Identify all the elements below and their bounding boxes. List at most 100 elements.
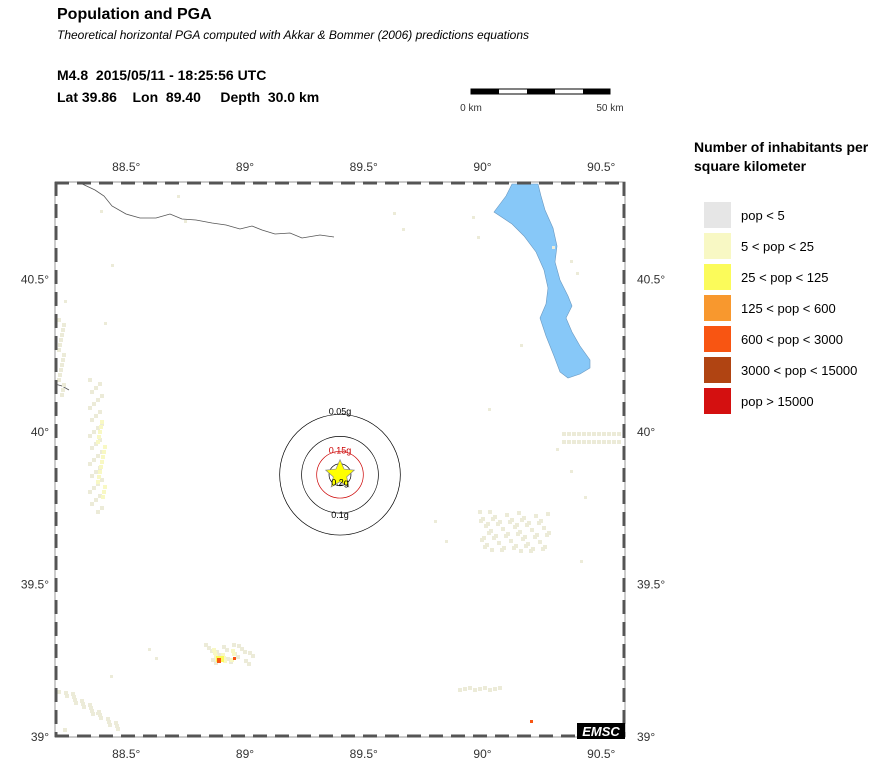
population-cell — [488, 688, 492, 692]
population-cell — [233, 657, 236, 660]
population-cell — [98, 382, 102, 386]
population-cell — [612, 432, 616, 436]
population-cell — [88, 378, 92, 382]
population-cell — [243, 650, 247, 654]
population-cell — [505, 513, 509, 517]
population-cell — [602, 432, 606, 436]
population-cell — [92, 458, 96, 462]
map-axes: 88.5° 88.5° 89° 89° 89.5° 89.5° 90° 90° 90.5° 90.… — [21, 160, 666, 761]
population-cell — [80, 699, 84, 703]
population-cell — [97, 435, 101, 439]
population-cell — [402, 228, 405, 231]
population-cell — [96, 454, 100, 458]
population-cell — [500, 548, 504, 552]
population-cell — [214, 661, 218, 665]
population-cell — [88, 462, 92, 466]
population-cell — [538, 540, 542, 544]
population-cell — [90, 474, 94, 478]
population-cell — [517, 511, 521, 515]
lat-tick-label-left-3: 40.5° — [21, 273, 49, 287]
population-cell — [57, 318, 61, 322]
population-cell — [577, 440, 581, 444]
population-cell — [546, 512, 550, 516]
population-cell — [94, 498, 98, 502]
map-subtitle: Theoretical horizontal PGA computed with… — [57, 28, 530, 42]
population-cell — [562, 432, 566, 436]
population-cell — [114, 721, 118, 725]
population-cell — [570, 470, 573, 473]
population-cell — [463, 687, 467, 691]
population-cell — [90, 502, 94, 506]
population-cell — [103, 485, 107, 489]
population-cell — [90, 446, 94, 450]
population-cell — [519, 549, 523, 553]
population-cell — [90, 709, 94, 713]
population-cell — [100, 420, 104, 424]
legend-swatch — [704, 233, 731, 259]
lat-tick-label-left-1: 39.5° — [21, 578, 49, 592]
population-cell — [92, 430, 96, 434]
population-cell — [96, 510, 100, 514]
population-cell — [92, 486, 96, 490]
pga-ring-label-1: 0.1g — [331, 510, 349, 520]
map-frame — [54, 181, 626, 738]
population-cells — [57, 195, 621, 732]
population-cell — [572, 432, 576, 436]
population-cell — [570, 260, 573, 263]
population-cell — [211, 658, 215, 662]
population-cell — [525, 523, 529, 527]
population-cell — [479, 519, 483, 523]
population-cell — [61, 328, 65, 332]
population-cell — [472, 216, 475, 219]
population-cell — [592, 440, 596, 444]
population-cell — [445, 540, 448, 543]
population-cell — [100, 506, 104, 510]
population-cell — [59, 368, 63, 372]
population-cell — [230, 658, 234, 662]
population-cell — [592, 432, 596, 436]
population-cell — [458, 688, 462, 692]
event-info: M4.8 2015/05/11 - 18:25:56 UTC — [57, 67, 267, 83]
population-cell — [100, 460, 104, 464]
lon-tick-label-bottom-2: 89.5° — [350, 747, 378, 761]
location-info: Lat 39.86 Lon 89.40 Depth 30.0 km — [57, 89, 320, 105]
population-cell — [88, 703, 92, 707]
population-cell — [96, 398, 100, 402]
population-cell — [225, 648, 229, 652]
lon-tick-label-top-2: 89.5° — [350, 160, 378, 174]
pga-ring-2 — [316, 451, 364, 499]
population-cell — [96, 440, 100, 444]
legend-label: pop < 5 — [741, 208, 785, 223]
lat-tick-label-left-0: 39° — [31, 730, 49, 744]
population-cell — [492, 536, 496, 540]
population-cell — [483, 545, 487, 549]
population-cell — [101, 455, 105, 459]
population-cell — [61, 358, 65, 362]
lon-tick-label-top-1: 89° — [236, 160, 254, 174]
population-cell — [207, 646, 211, 650]
population-cell — [104, 322, 107, 325]
population-cell — [483, 686, 487, 690]
population-cell — [530, 720, 533, 723]
population-cell — [545, 533, 549, 537]
population-cell — [218, 653, 222, 657]
legend-swatch — [704, 326, 731, 352]
population-cell — [516, 532, 520, 536]
population-cell — [222, 645, 226, 649]
lat-tick-label-right-0: 39° — [637, 730, 655, 744]
population-cell — [582, 440, 586, 444]
population-cell — [98, 410, 102, 414]
population-cell — [57, 348, 61, 352]
population-cell — [91, 712, 95, 716]
population-cell — [94, 414, 98, 418]
legend-label: pop > 15000 — [741, 394, 814, 409]
population-cell — [496, 522, 500, 526]
population-cell — [100, 210, 103, 213]
population-cell — [62, 353, 66, 357]
lon-tick-label-bottom-0: 88.5° — [112, 747, 140, 761]
population-cell — [232, 643, 236, 647]
population-cell — [607, 432, 611, 436]
population-cell — [521, 537, 525, 541]
population-cell — [100, 478, 104, 482]
